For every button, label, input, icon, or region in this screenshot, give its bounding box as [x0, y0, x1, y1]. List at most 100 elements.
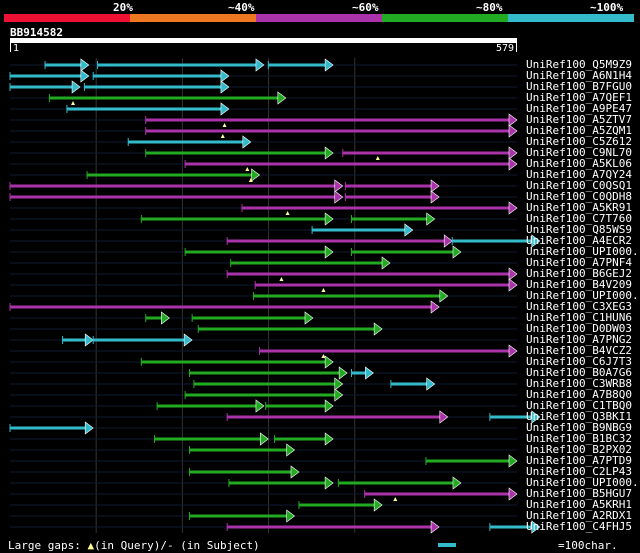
hit-label[interactable]: UniRef100_A7PNG2 — [526, 333, 632, 346]
hit-label[interactable]: UniRef100_A5KRH1 — [526, 498, 632, 511]
hit-arrowhead — [508, 124, 518, 138]
hit-label[interactable]: UniRef100_B6GEJ2 — [526, 267, 632, 280]
hit-arrowhead — [381, 256, 391, 270]
hit-arrowhead — [443, 234, 453, 248]
hit-arrowhead — [373, 322, 383, 336]
hit-arrowhead — [426, 212, 436, 226]
hit-arrowhead — [71, 80, 81, 94]
query-gap-marker — [285, 211, 290, 215]
hit-label[interactable]: UniRef100_B0A7G6 — [526, 366, 632, 379]
hit-arrowhead — [452, 245, 462, 259]
hit-arrowhead — [430, 179, 440, 193]
query-gap-marker — [245, 167, 250, 171]
hit-label[interactable]: UniRef100_C9NL70 — [526, 146, 632, 159]
hit-label[interactable]: UniRef100_C3XEG3 — [526, 300, 632, 313]
hit-label[interactable]: UniRef100_A7B8Q0 — [526, 388, 632, 401]
hit-label[interactable]: UniRef100_B4VCZ2 — [526, 344, 632, 357]
hit-arrowhead — [324, 399, 334, 413]
hit-label[interactable]: UniRef100_C1HUN6 — [526, 311, 632, 324]
hit-label[interactable]: UniRef100_A2RDX1 — [526, 509, 632, 522]
hit-arrowhead — [531, 234, 541, 248]
hit-arrowhead — [324, 146, 334, 160]
hit-arrowhead — [324, 432, 334, 446]
hit-label[interactable]: UniRef100_C5Z612 — [526, 135, 632, 148]
hit-label[interactable]: UniRef100_B1BC32 — [526, 432, 632, 445]
hit-label[interactable]: UniRef100_UPI000.... — [526, 476, 640, 489]
hit-label[interactable]: UniRef100_B4V209 — [526, 278, 632, 291]
hit-label[interactable]: UniRef100_A7PTD9 — [526, 454, 632, 467]
query-gap-marker — [222, 123, 227, 127]
query-gap-marker — [248, 178, 253, 182]
hit-arrowhead — [324, 212, 334, 226]
hit-arrowhead — [324, 245, 334, 259]
hit-label[interactable]: UniRef100_A5ZQM1 — [526, 124, 632, 137]
query-gap-marker — [321, 354, 326, 358]
legend-large-gaps: Large gaps: ▲(in Query)/- (in Subject) — [8, 540, 260, 551]
hit-label[interactable]: UniRef100_A5KL06 — [526, 157, 632, 170]
hit-label[interactable]: UniRef100_Q5M9Z9 — [526, 58, 632, 71]
legend-scale-bar — [438, 543, 456, 547]
query-start-label: 1 — [13, 43, 20, 54]
query-end-tick — [516, 43, 517, 52]
hit-label[interactable]: UniRef100_C3WRB8 — [526, 377, 632, 390]
hit-label[interactable]: UniRef100_B7FGU0 — [526, 80, 632, 93]
query-end-label: 579 — [496, 43, 515, 54]
query-gap-marker — [375, 156, 380, 160]
hit-arrowhead — [251, 168, 261, 182]
hit-arrowhead — [286, 443, 296, 457]
hit-label[interactable]: UniRef100_C4FHJ5 — [526, 520, 632, 533]
hit-arrowhead — [324, 355, 334, 369]
hit-label[interactable]: UniRef100_A9PE47 — [526, 102, 632, 115]
hit-arrowhead — [531, 410, 541, 424]
hit-arrowhead — [452, 476, 462, 490]
hit-label[interactable]: UniRef100_A7PNF4 — [526, 256, 632, 269]
hit-arrowhead — [508, 454, 518, 468]
hit-label[interactable]: UniRef100_UPI000.. — [526, 245, 640, 258]
hit-label[interactable]: UniRef100_UPI000... — [526, 289, 640, 302]
hit-arrowhead — [290, 465, 300, 479]
hit-label[interactable]: UniRef100_A4ECR2 — [526, 234, 632, 247]
scale-label-80: ~80% — [476, 1, 503, 14]
hit-arrowhead — [255, 399, 265, 413]
scale-label-40: ~40% — [228, 1, 255, 14]
hit-arrowhead — [430, 300, 440, 314]
hit-arrowhead — [161, 311, 170, 325]
hit-label[interactable]: UniRef100_B5HGU7 — [526, 487, 632, 500]
hit-label[interactable]: UniRef100_D0DW03 — [526, 322, 632, 335]
scale-bar-segment — [130, 14, 256, 22]
query-gap-marker — [321, 288, 326, 292]
hit-arrowhead — [508, 344, 518, 358]
hit-label[interactable]: UniRef100_C2LP43 — [526, 465, 632, 478]
hit-arrowhead — [426, 377, 436, 391]
hit-label[interactable]: UniRef100_Q3BKI1 — [526, 410, 632, 423]
hit-label[interactable]: UniRef100_A5ZTV7 — [526, 113, 632, 126]
hit-arrowhead — [508, 157, 518, 171]
legend-scale-text: =100char. — [558, 539, 618, 552]
hit-arrowhead — [508, 278, 518, 292]
hit-label[interactable]: UniRef100_A6N1H4 — [526, 69, 632, 82]
hit-arrowhead — [430, 520, 440, 534]
hit-label[interactable]: UniRef100_Q85WS9 — [526, 223, 632, 236]
scale-bar-segment — [4, 14, 130, 22]
legend-large-gaps-label: Large gaps: — [8, 539, 81, 552]
hit-label[interactable]: UniRef100_C7T760 — [526, 212, 632, 225]
hit-arrowhead — [365, 366, 374, 380]
hit-label[interactable]: UniRef100_B9NBG9 — [526, 421, 632, 434]
hit-arrowhead — [338, 366, 348, 380]
hit-arrowhead — [324, 58, 334, 72]
scale-label-100: ~100% — [590, 1, 624, 14]
hit-label[interactable]: UniRef100_A7QEF1 — [526, 91, 632, 104]
hit-label[interactable]: UniRef100_A5KR91 — [526, 201, 632, 214]
hit-arrowhead — [286, 509, 296, 523]
hit-arrowhead — [508, 267, 518, 281]
scale-label-20: 20% — [113, 1, 133, 14]
hit-label[interactable]: UniRef100_C6J7T3 — [526, 355, 632, 368]
hit-label[interactable]: UniRef100_C1TBQ0 — [526, 399, 632, 412]
hit-label[interactable]: UniRef100_B2PX02 — [526, 443, 632, 456]
hit-label[interactable]: UniRef100_C0QDH8 — [526, 190, 632, 203]
hit-label[interactable]: UniRef100_A7QY24 — [526, 168, 632, 181]
hit-label[interactable]: UniRef100_C0QSQ1 — [526, 179, 632, 192]
scale-bar-segment — [256, 14, 382, 22]
hit-arrowhead — [508, 487, 518, 501]
